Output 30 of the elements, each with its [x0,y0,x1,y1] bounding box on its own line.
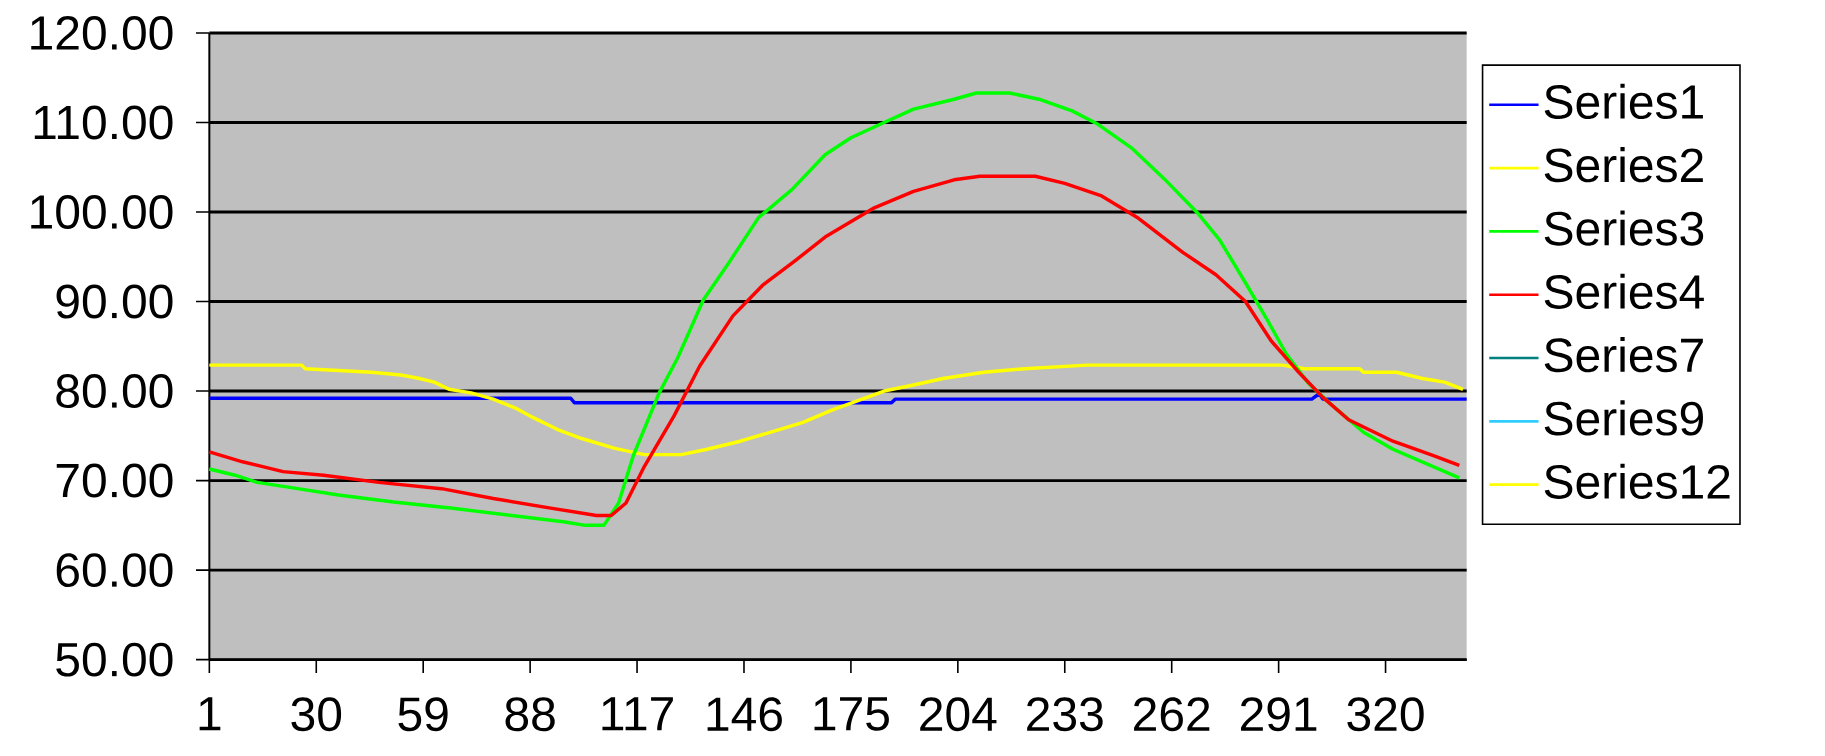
legend-label: Series9 [1544,400,1703,436]
x-tick-label: 117 [602,697,673,731]
y-tick-label: 120.00 [31,16,173,51]
x-tick-label: 1 [199,697,221,731]
x-tick-label: 262 [1134,697,1210,732]
x-tick-label: 59 [398,697,448,732]
legend-label: Series4 [1544,273,1704,310]
y-tick-label: 90.00 [56,284,173,319]
x-tick-label: 320 [1347,697,1424,732]
y-tick-label: 100.00 [31,195,173,230]
y-tick-label: 110.00 [34,105,173,140]
y-tick-label: 80.00 [56,374,173,409]
legend-label: Series7 [1544,337,1703,373]
y-tick-label: 70.00 [56,463,173,498]
x-tick-label: 30 [291,697,342,732]
x-tick-label: 175 [814,697,889,731]
legend-label: Series12 [1544,463,1730,500]
line-series [207,363,1465,457]
x-tick-label: 88 [505,697,555,732]
y-tick-label: 60.00 [56,553,173,588]
x-tick-label: 291 [1240,697,1317,732]
x-tick-label: 146 [707,697,782,732]
legend-label: Series1 [1544,83,1703,120]
line-series [207,392,1469,405]
y-tick-label: 50.00 [56,642,173,677]
x-tick-label: 233 [1027,697,1103,732]
line-series [207,174,1462,518]
legend-label: Series2 [1544,147,1703,183]
legend-label: Series3 [1544,210,1704,246]
x-tick-label: 204 [920,697,997,732]
